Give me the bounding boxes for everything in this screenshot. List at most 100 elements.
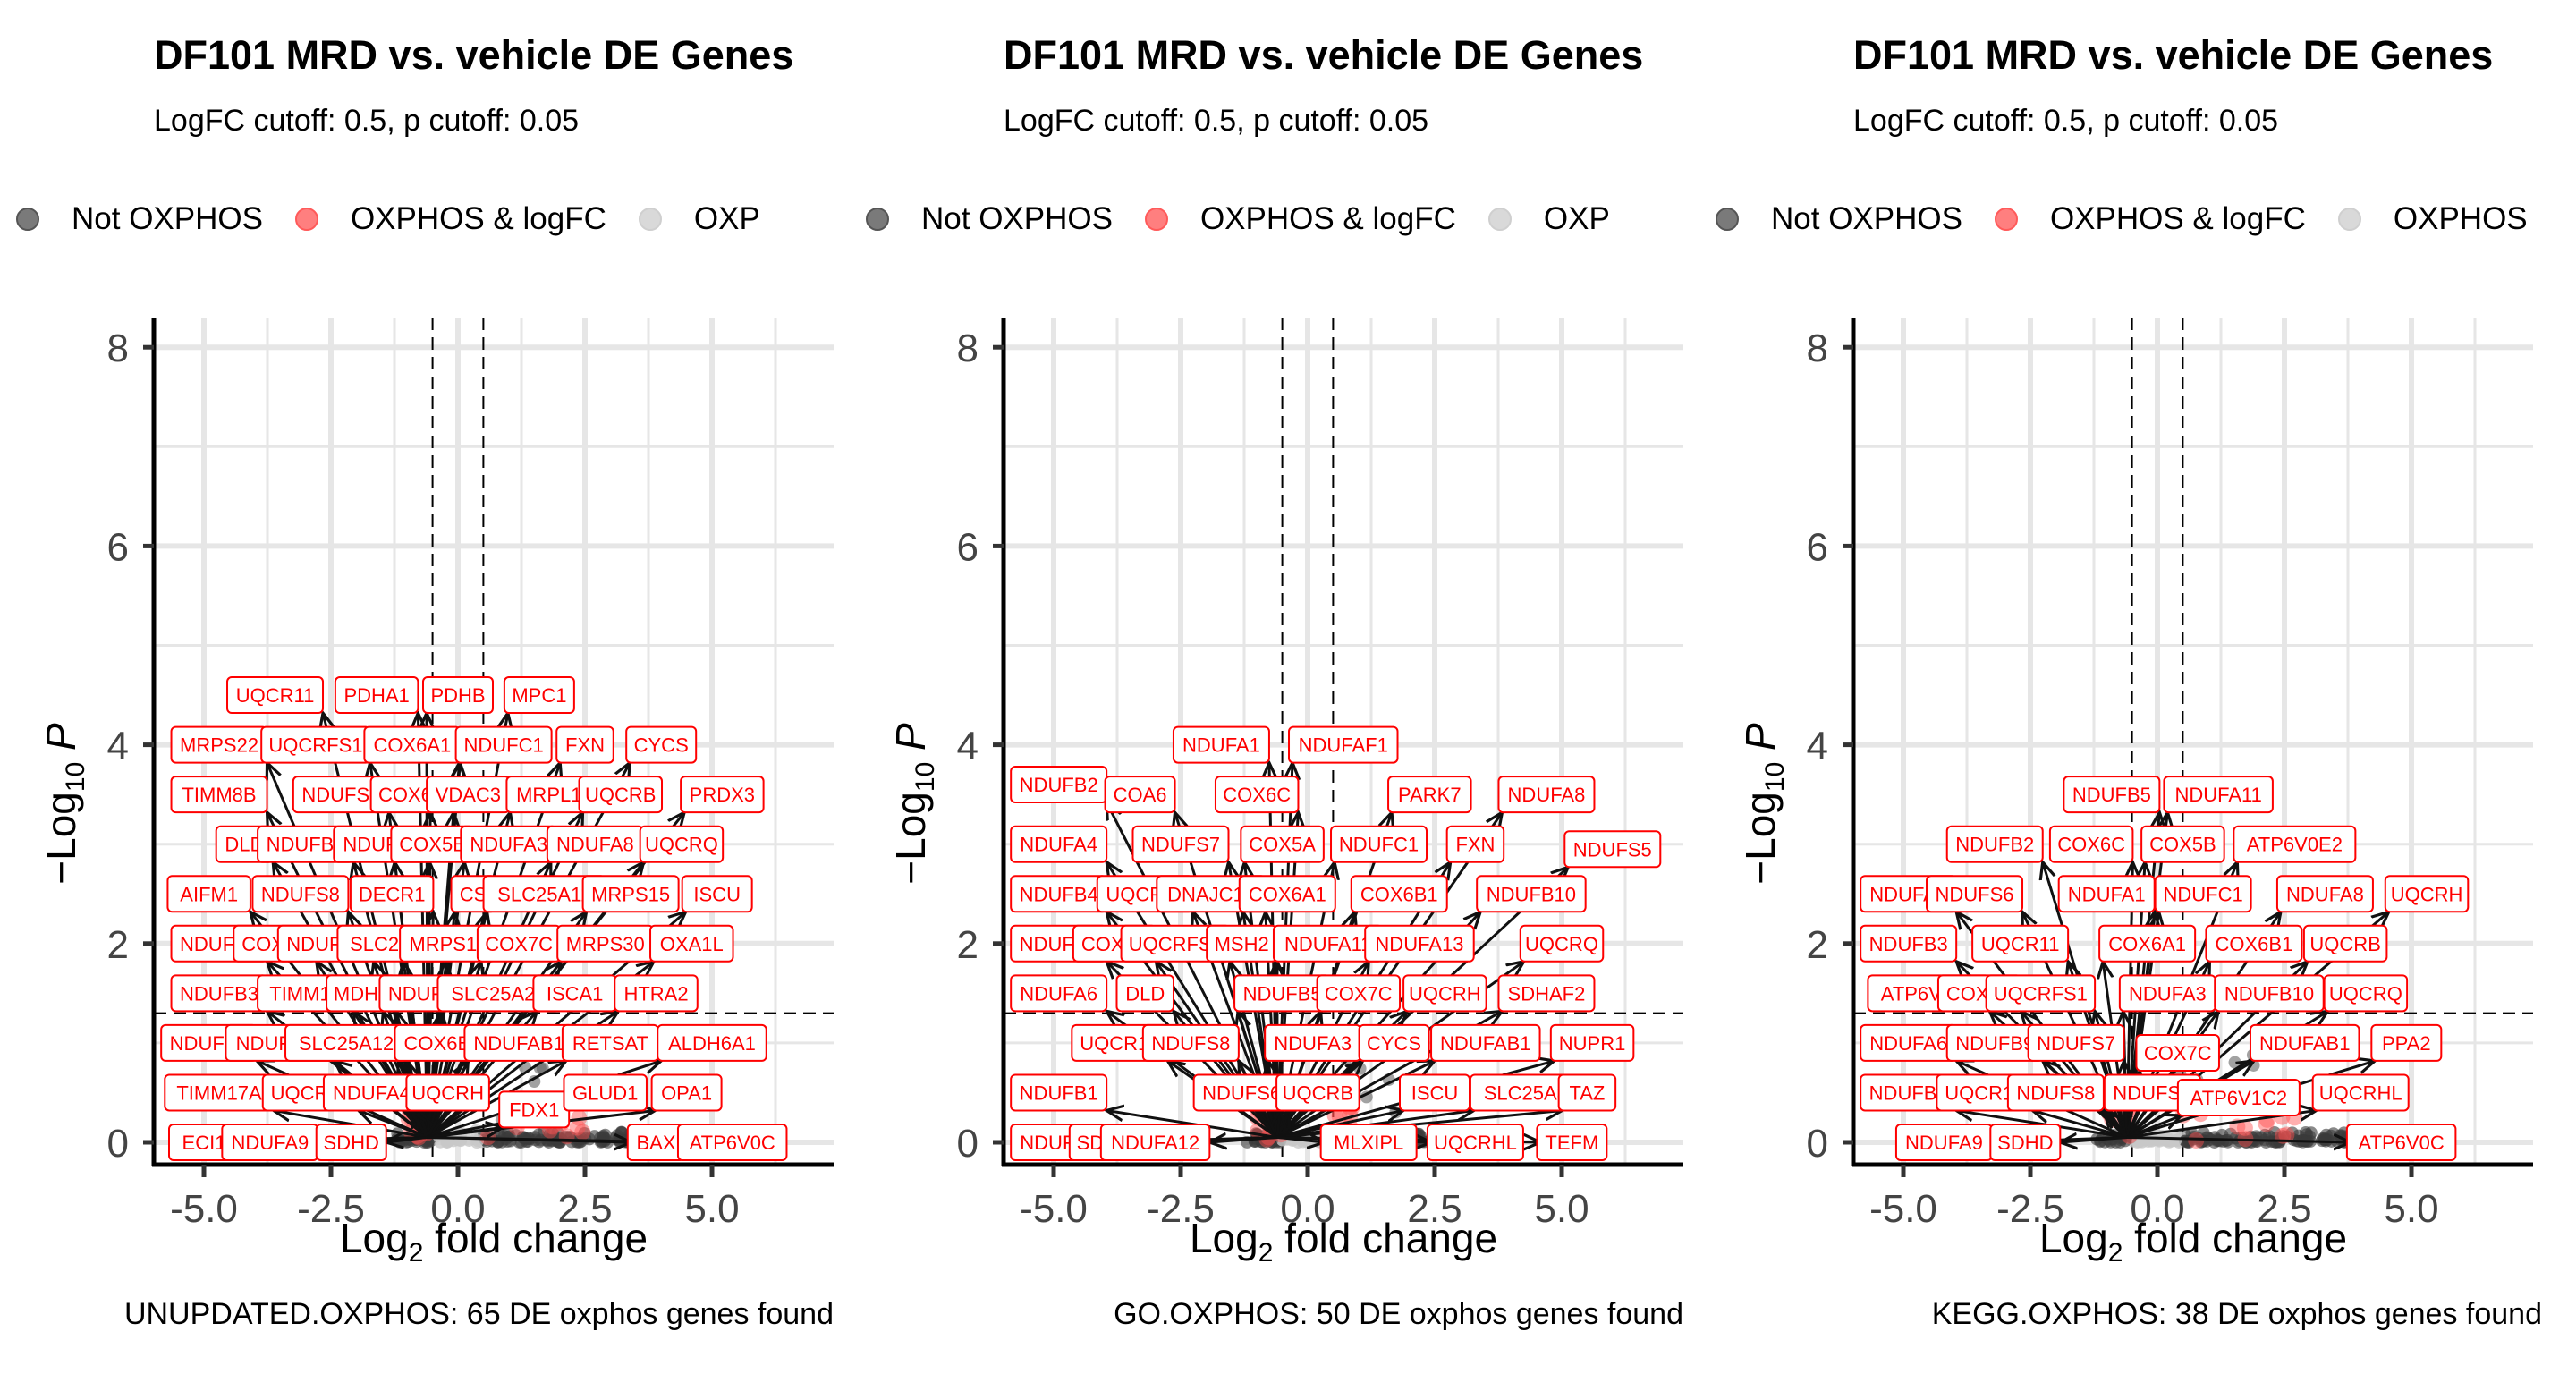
legend-item-not-oxphos: Not OXPHOS: [16, 201, 263, 237]
gene-label-text: SLC25A12: [299, 1032, 394, 1055]
gene-label-box: [503, 676, 575, 715]
legend-label: Not OXPHOS: [72, 201, 263, 236]
gene-label-box: [1387, 776, 1472, 814]
gene-label-text: NDUFA9: [231, 1132, 309, 1154]
gene-label: NDUFAB1: [2249, 1023, 2360, 1062]
legend-label: OXPHOS & logFC: [2049, 201, 2306, 236]
gene-label-text: NDUFS6: [1936, 883, 2014, 905]
gene-label-text: COX6A1: [373, 734, 451, 757]
gene-label-box: [1402, 974, 1487, 1013]
gene-label: COX6A1: [363, 725, 462, 764]
y-tick-label: 4: [1807, 725, 1828, 768]
gene-label-text: UQCRQ: [2329, 982, 2402, 1005]
x-tick-label: -5.0: [170, 1187, 238, 1231]
gene-label: MRPS15: [581, 875, 680, 913]
gene-label: ATP6V0E2: [2233, 825, 2357, 863]
gene-label-text: NDUFB4: [1020, 883, 1098, 905]
gene-label: NDUFA9: [1894, 1124, 1993, 1161]
gene-label: AIFM1: [166, 875, 251, 913]
y-tick-label: 6: [107, 525, 129, 569]
red-dot-icon: [294, 208, 318, 231]
gene-label-text: COX6C: [2057, 834, 2125, 856]
gene-label-text: ATP6V0C: [2359, 1132, 2445, 1154]
gene-label-text: ATP6V0C: [690, 1132, 775, 1154]
y-tick-label: 6: [1807, 525, 1828, 569]
gene-label-text: UQCR11: [236, 684, 315, 707]
gene-label-text: SDHD: [1997, 1132, 2053, 1154]
volcano-plot: NDUFA1 NDUFAF1 NDUFB2 COA6 COX6C PARK7 NDUFA8 N…: [887, 318, 1683, 1268]
gene-label: UQCR11: [226, 676, 325, 715]
x-tick-label: 0.0: [430, 1187, 485, 1231]
gene-label-text: NDUFAB1: [2259, 1032, 2350, 1055]
gene-label: NDUFB10: [1476, 875, 1587, 913]
gene-label: UQCRH: [1402, 974, 1487, 1013]
gene-label: NDUFA8: [1497, 776, 1596, 814]
gene-label: COX7C: [1316, 974, 1402, 1013]
gene-label-box: [2384, 875, 2470, 913]
gene-label-text: NDUFB1: [1020, 1081, 1098, 1104]
gene-label: NDUFB5: [1233, 974, 1332, 1013]
dark-gray-dot-icon: [866, 208, 889, 231]
gene-label: COX5B: [2140, 825, 2225, 863]
light-gray-dot-icon: [2337, 208, 2361, 231]
gene-label-box: [251, 875, 350, 913]
gene-label: NDUFAB1: [1430, 1023, 1541, 1062]
gene-label-text: NDUFA4: [333, 1081, 411, 1104]
y-tick-label: 2: [1807, 923, 1828, 967]
volcano-panel-kegg-oxphos: DF101 MRD vs. vehicle DE Genes LogFC cut…: [1699, 0, 2576, 1374]
gene-label-text: ALDH6A1: [668, 1032, 756, 1055]
gene-label-text: COX6B1: [1360, 883, 1438, 905]
gene-label-text: UQCRH: [1409, 982, 1481, 1005]
gene-label-text: CYCS: [1367, 1032, 1421, 1055]
gene-label: NDUFS6: [1926, 875, 2024, 913]
data-point: [528, 1075, 541, 1089]
gene-label-box: [422, 676, 494, 715]
gene-label-text: HTRA2: [623, 982, 688, 1005]
gene-label-text: NDUFAF1: [1299, 734, 1388, 757]
gene-label: COX6A1: [1238, 875, 1336, 913]
legend: Not OXPHOS OXPHOS & logFC OXPHOS: [1716, 197, 2560, 242]
label-connector: [2126, 1137, 2351, 1142]
gene-label: FDX1: [498, 1090, 571, 1129]
gene-label: GLUD1: [563, 1073, 648, 1112]
gene-label: NDUFS6: [1192, 1073, 1291, 1112]
dark-gray-dot-icon: [16, 208, 39, 231]
gene-label-box: [2163, 776, 2274, 814]
x-tick-label: 5.0: [2384, 1187, 2438, 1231]
panel-subtitle: LogFC cutoff: 0.5, p cutoff: 0.05: [1004, 104, 1429, 138]
red-dot-icon: [1144, 208, 1168, 231]
gene-label: COX6A1: [2098, 924, 2197, 963]
legend-label: Not OXPHOS: [1771, 201, 1962, 236]
gene-label-text: UQCRB: [1283, 1081, 1353, 1104]
gene-label-text: NDUFB5: [2072, 784, 2151, 806]
gene-label-text: NDUFA9: [1905, 1132, 1983, 1154]
gene-label-text: NDUFA13: [1375, 933, 1463, 955]
gene-label-box: [1319, 1124, 1418, 1161]
gene-label: NDUFA11: [2163, 776, 2274, 814]
gene-label-text: SDHD: [324, 1132, 379, 1154]
legend-item-not-oxphos: Not OXPHOS: [866, 201, 1113, 237]
gene-labels: UQCR11 PDHA1 PDHB MPC1 MRPS22 UQCRFS1 COX6A1 ND…: [160, 676, 788, 1161]
gene-label: FXN: [555, 725, 614, 764]
label-connector: [2126, 1115, 2182, 1139]
y-tick-label: 0: [107, 1122, 129, 1166]
gene-label-text: NDUFA1: [1182, 734, 1260, 757]
gene-label-box: [639, 825, 724, 863]
gene-label-text: ISCA1: [547, 982, 604, 1005]
gene-label: NDUFA3: [460, 825, 558, 863]
gene-label-box: [680, 776, 765, 814]
gene-label-box: [2140, 825, 2225, 863]
gene-label-box: [2048, 825, 2134, 863]
oxphos-point: [574, 1124, 591, 1141]
y-tick-label: 4: [107, 725, 129, 768]
gene-label: NDUFB2: [1945, 825, 2044, 863]
gene-label: NDUFB10: [2214, 974, 2325, 1013]
gene-label: NDUFB9: [1945, 1023, 2044, 1062]
gene-label-box: [454, 725, 553, 764]
gene-label: NDUFC1: [1330, 825, 1428, 863]
gene-label-text: MSH2: [1215, 933, 1269, 955]
gene-label: ALDH6A1: [657, 1023, 767, 1062]
gene-label-text: UQCRFS1: [268, 734, 362, 757]
gene-label-text: COX7C: [2144, 1042, 2212, 1064]
gene-label: VDAC3: [426, 776, 511, 814]
